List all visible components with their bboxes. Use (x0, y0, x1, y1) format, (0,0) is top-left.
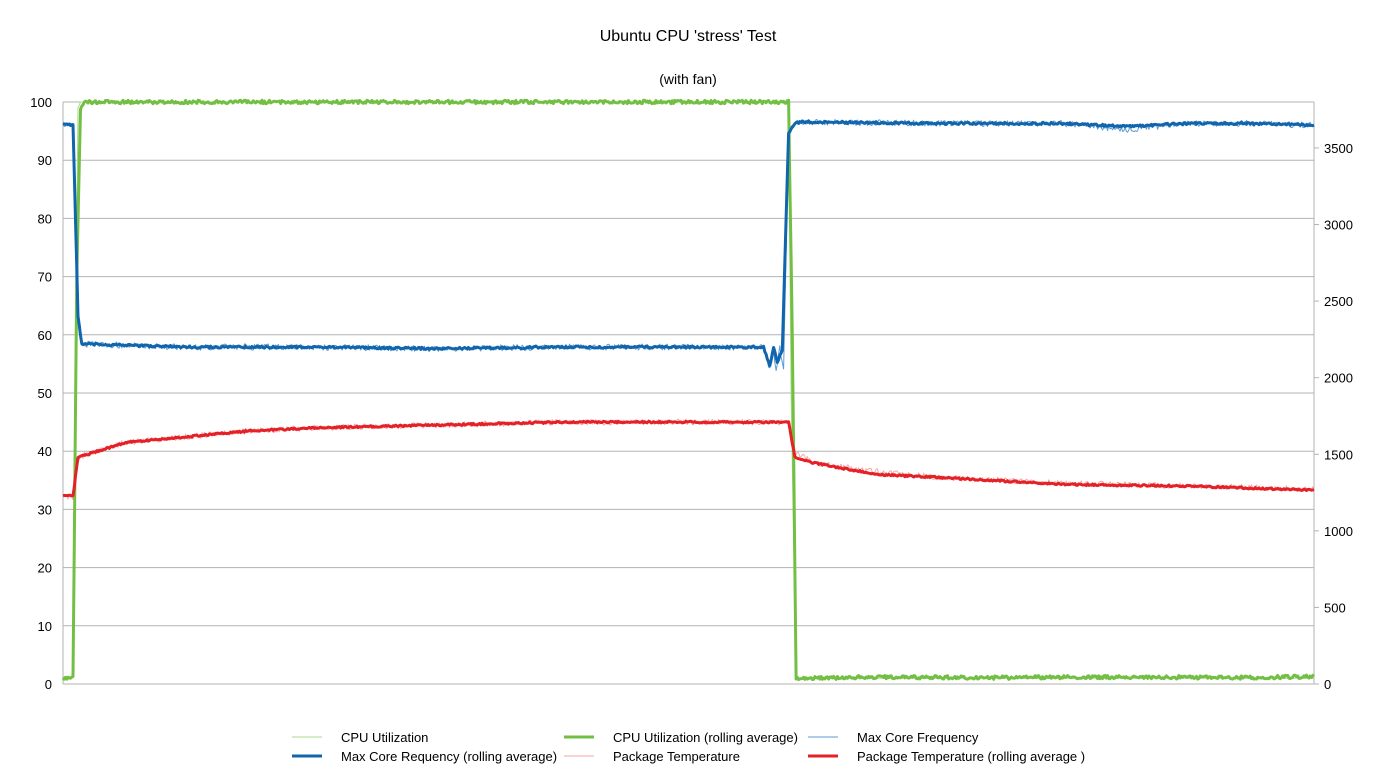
left-tick-label: 90 (38, 153, 52, 168)
chart-title: Ubuntu CPU 'stress' Test (600, 28, 777, 45)
left-tick-label: 40 (38, 444, 52, 459)
left-tick-label: 70 (38, 270, 52, 285)
series-line-5 (62, 419, 1315, 498)
left-tick-label: 30 (38, 502, 52, 517)
right-tick-label: 2500 (1324, 294, 1353, 309)
left-tick-label: 100 (30, 95, 52, 110)
left-tick-label: 50 (38, 386, 52, 401)
series-line-3 (62, 119, 1315, 368)
series-line-0 (62, 101, 1314, 682)
chart-subtitle: (with fan) (659, 71, 717, 87)
right-tick-label: 3000 (1324, 218, 1353, 233)
legend-entry: Package Temperature (rolling average ) (857, 749, 1085, 764)
series-line-1 (61, 98, 1315, 682)
legend-entry: CPU Utilization (341, 730, 428, 745)
gridlines (62, 101, 1315, 685)
series-line-2 (62, 118, 1315, 372)
legend-entry: Max Core Frequency (857, 730, 979, 745)
legend: CPU Utilization CPU Utilization (rolling … (292, 730, 1085, 764)
left-axis-ticks: 0 10 20 30 40 50 60 70 80 90 100 (30, 95, 52, 692)
right-tick-label: 3500 (1324, 141, 1353, 156)
right-tick-label: 1000 (1324, 524, 1353, 539)
series-lines (61, 98, 1315, 682)
legend-entry: Max Core Requency (rolling average) (341, 749, 557, 764)
left-tick-label: 80 (38, 211, 52, 226)
legend-entry: CPU Utilization (rolling average) (613, 730, 798, 745)
legend-entry: Package Temperature (613, 749, 740, 764)
right-axis-ticks: 0 500 1000 1500 2000 2500 3000 3500 (1314, 141, 1353, 692)
right-tick-label: 2000 (1324, 371, 1353, 386)
right-tick-label: 500 (1324, 600, 1346, 615)
left-tick-label: 10 (38, 619, 52, 634)
right-tick-label: 0 (1324, 677, 1331, 692)
left-tick-label: 60 (38, 328, 52, 343)
right-tick-label: 1500 (1324, 447, 1353, 462)
left-tick-label: 0 (45, 677, 52, 692)
left-tick-label: 20 (38, 561, 52, 576)
